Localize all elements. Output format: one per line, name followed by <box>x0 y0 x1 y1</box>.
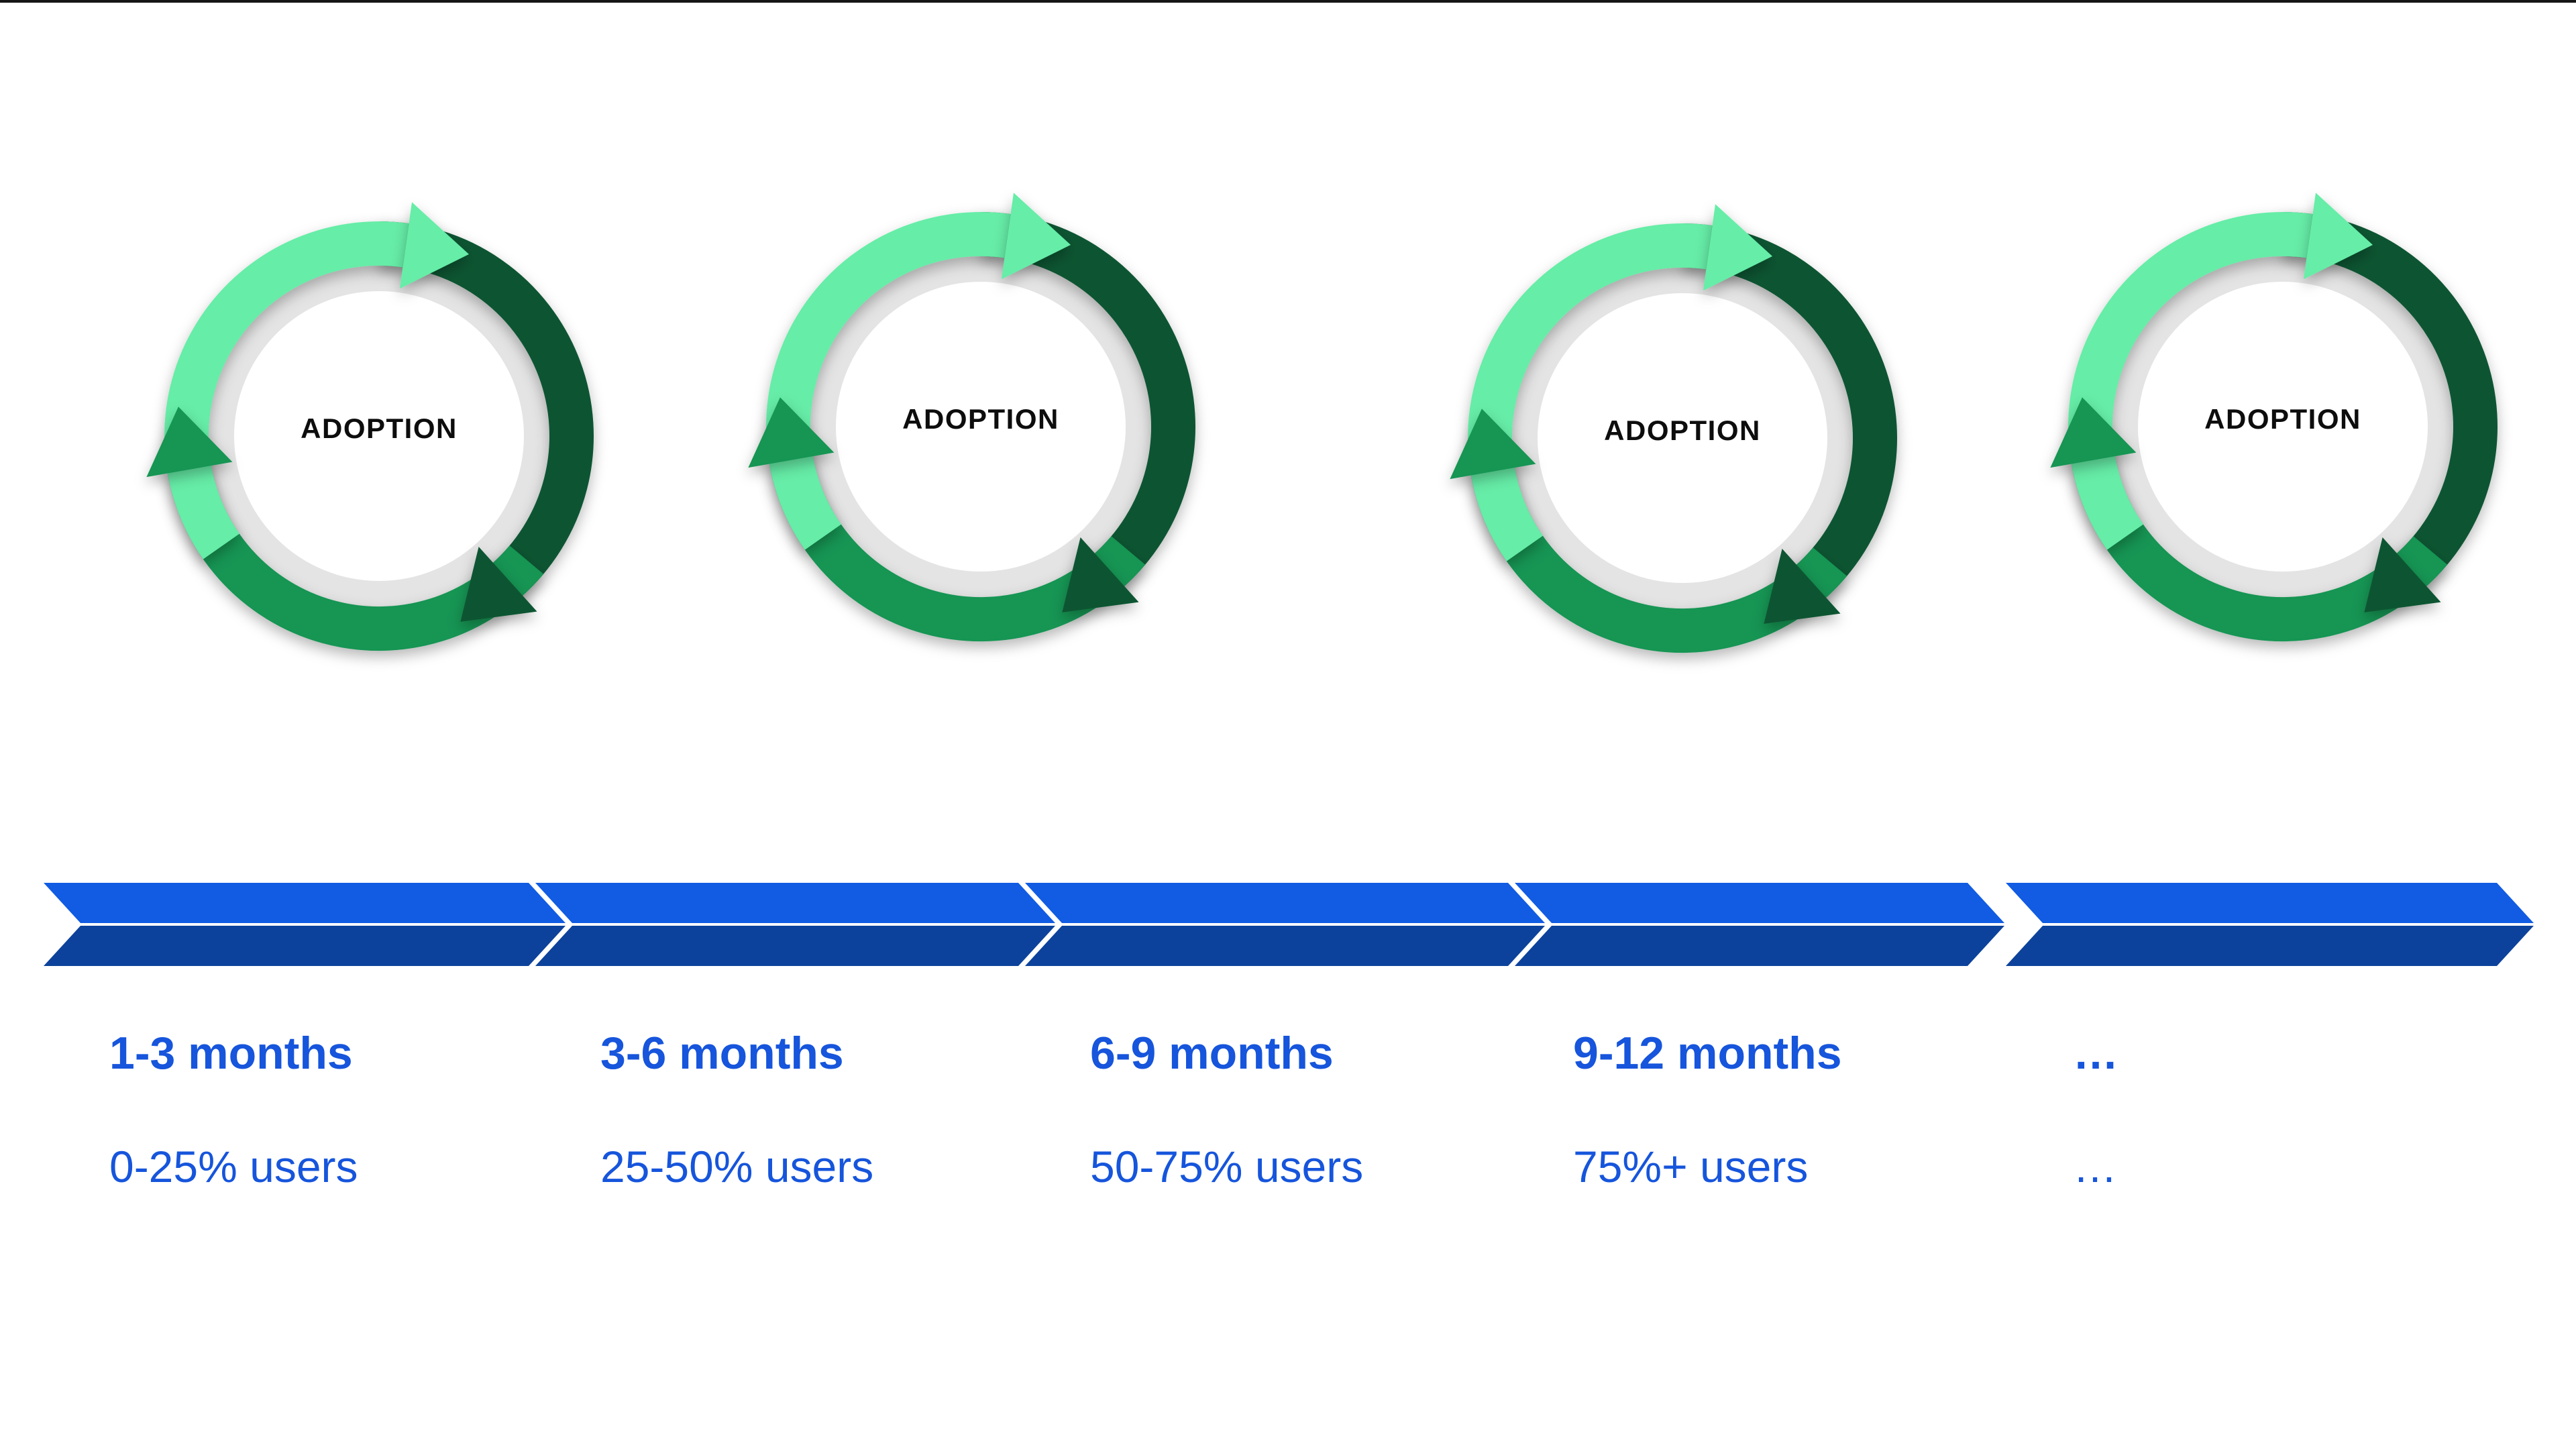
timeline-segment-4 <box>1515 883 2004 966</box>
adoption-cycle-3: ADOPTION <box>1448 203 1917 673</box>
cycle-label: ADOPTION <box>2204 403 2361 435</box>
cycle-label: ADOPTION <box>301 413 458 444</box>
cycle-label: ADOPTION <box>902 403 1059 435</box>
phase-1: 1-3 months 0-25% users <box>109 1020 552 1234</box>
phase-users: 75%+ users <box>1573 1142 1809 1191</box>
phase-3: 6-9 months 50-75% users <box>1090 1020 1533 1234</box>
timeline-segment-1 <box>44 883 566 966</box>
cycle-label: ADOPTION <box>1604 415 1761 446</box>
timeline-segment-2 <box>535 883 1055 966</box>
adoption-cycle-2: ADOPTION <box>746 192 1216 661</box>
phase-period: 3-6 months <box>600 1028 844 1079</box>
timeline-segment-3 <box>1025 883 1545 966</box>
phase-period: 1-3 months <box>109 1028 353 1079</box>
adoption-cycle-4: ADOPTION <box>2048 192 2518 661</box>
phase-4: 9-12 months 75%+ users <box>1573 1020 2016 1234</box>
top-border-line <box>0 0 2576 3</box>
phase-5: … … <box>2073 1020 2516 1234</box>
adoption-cycle-1: ADOPTION <box>144 201 614 671</box>
phase-users: 50-75% users <box>1090 1142 1364 1191</box>
phase-2: 3-6 months 25-50% users <box>600 1020 1043 1234</box>
phase-period: … <box>2073 1028 2118 1079</box>
phase-period: 6-9 months <box>1090 1028 1334 1079</box>
phase-period: 9-12 months <box>1573 1028 1842 1079</box>
timeline-arrow-band <box>44 883 2534 966</box>
phase-users: 25-50% users <box>600 1142 874 1191</box>
phase-users: 0-25% users <box>109 1142 358 1191</box>
timeline-segment-5 <box>2006 883 2534 966</box>
phase-users: … <box>2073 1142 2117 1191</box>
